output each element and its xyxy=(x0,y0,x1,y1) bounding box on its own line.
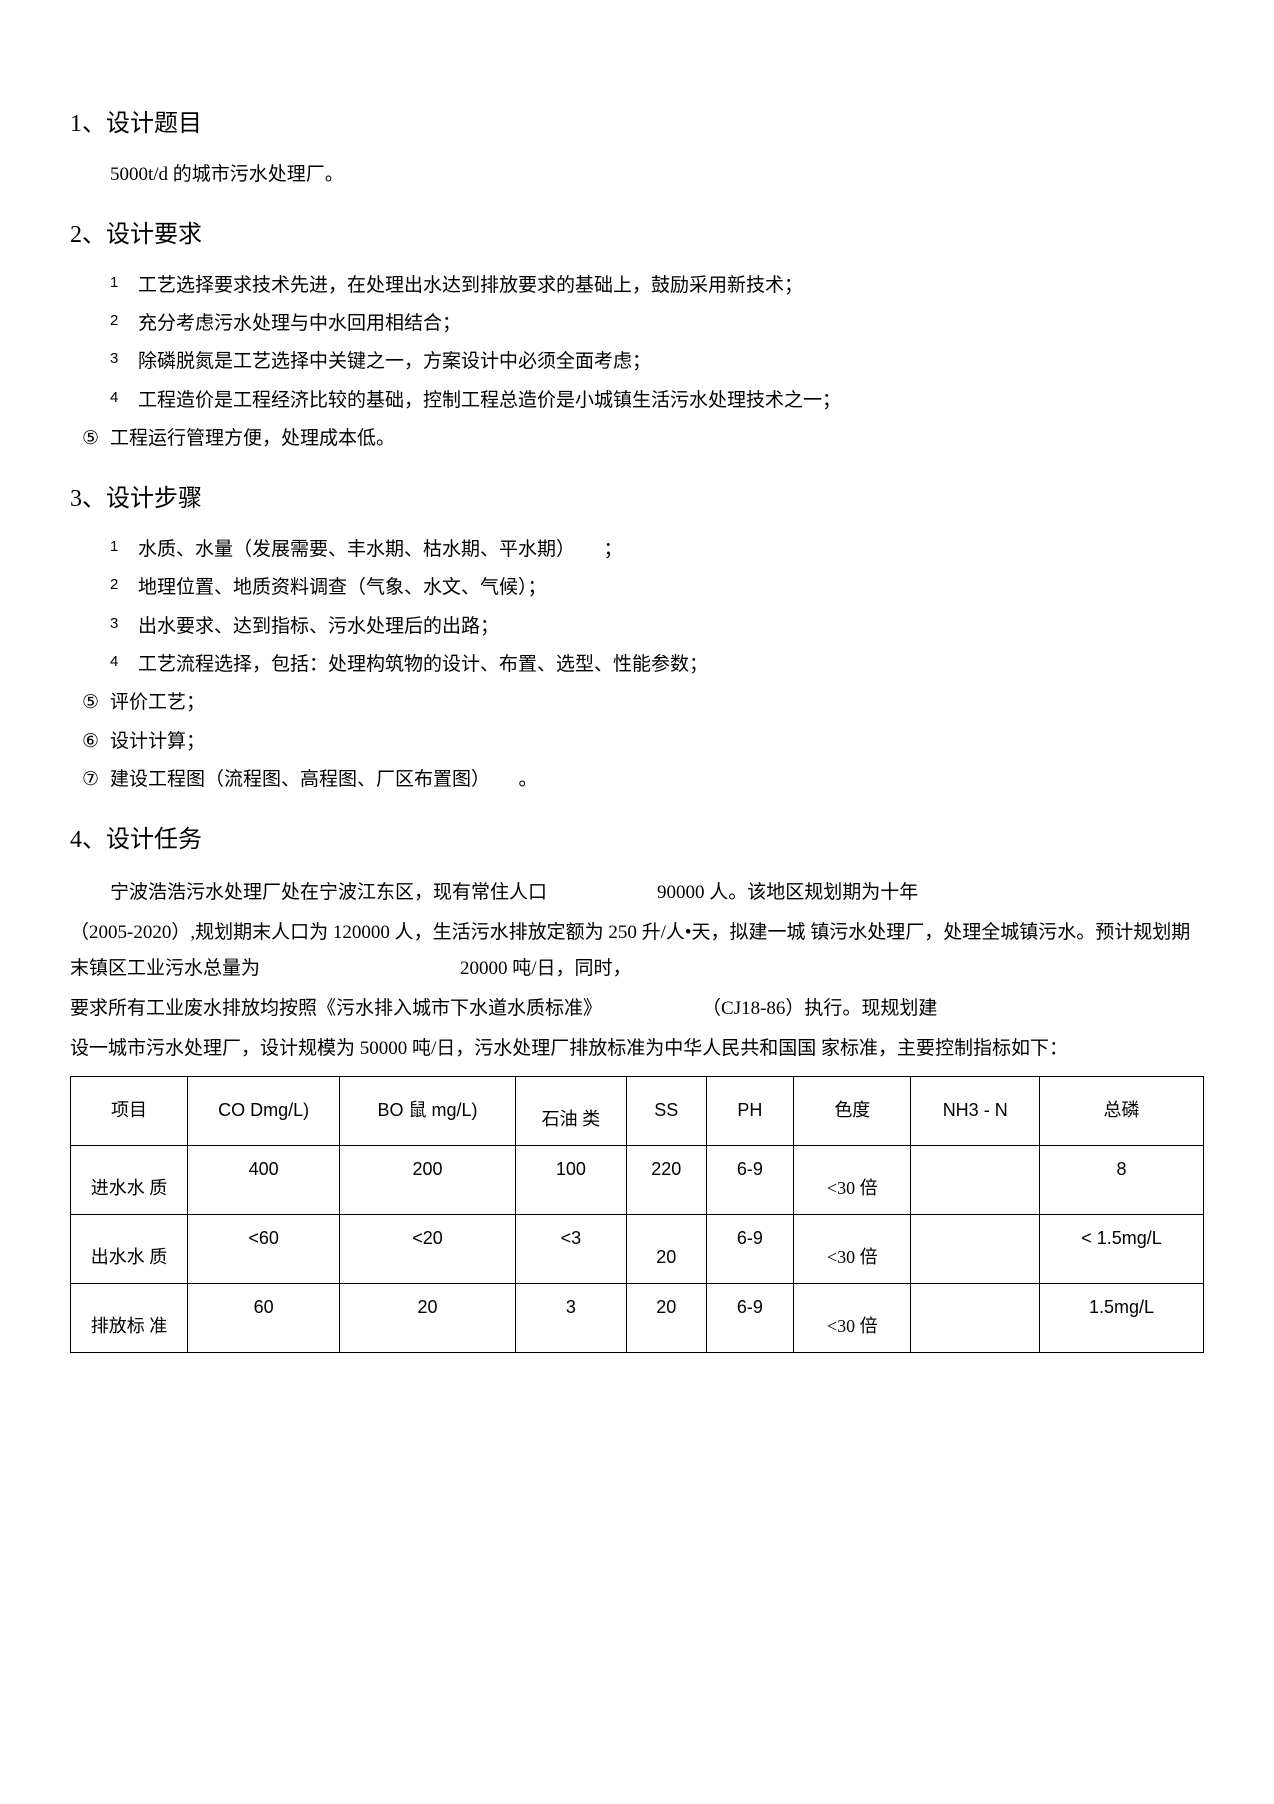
list-text: 地理位置、地质资料调查（气象、水文、气候）； xyxy=(138,577,547,598)
list-text: 工艺流程选择，包括：处理构筑物的设计、布置、选型、性能参数； xyxy=(138,654,708,675)
table-cell: 100 xyxy=(515,1145,626,1214)
list-text: 出水要求、达到指标、污水处理后的出路； xyxy=(138,616,499,637)
list-number: 2 xyxy=(110,308,138,334)
table-cell: <30 倍 xyxy=(794,1214,911,1283)
water-quality-table: 项目 CO Dmg/L) BO 鼠 mg/L) 石油 类 SS PH 色度 NH… xyxy=(70,1076,1204,1353)
row-label: 排放标 准 xyxy=(71,1283,188,1352)
table-cell xyxy=(911,1145,1040,1214)
table-cell: <60 xyxy=(188,1214,340,1283)
paragraph-text: 90000 人。该地区规划期为十年 xyxy=(657,882,918,903)
paragraph-text: 宁波浩浩污水处理厂处在宁波江东区，现有常住人口 xyxy=(110,882,547,903)
table-header-row: 项目 CO Dmg/L) BO 鼠 mg/L) 石油 类 SS PH 色度 NH… xyxy=(71,1076,1204,1145)
table-row: 出水水 质 <60 <20 <3 20 6-9 <30 倍 < 1.5mg/L xyxy=(71,1214,1204,1283)
section-1-heading: 1、设计题目 xyxy=(70,104,1204,145)
list-text: 工艺选择要求技术先进，在处理出水达到排放要求的基础上，鼓励采用新技术； xyxy=(138,275,803,296)
table-cell xyxy=(911,1214,1040,1283)
table-header-cell: 色度 xyxy=(794,1076,911,1145)
list-text: 工程运行管理方便，处理成本低。 xyxy=(110,428,395,449)
list-number: 3 xyxy=(110,346,138,372)
list-number: 4 xyxy=(110,649,138,675)
row-label: 进水水 质 xyxy=(71,1145,188,1214)
list-number: 3 xyxy=(110,611,138,637)
table-header-cell: PH xyxy=(706,1076,794,1145)
list-text: 评价工艺； xyxy=(110,692,205,713)
list-text: 水质、水量（发展需要、丰水期、枯水期、平水期） ； xyxy=(138,539,623,560)
table-cell: 20 xyxy=(340,1283,516,1352)
list-number: 4 xyxy=(110,385,138,411)
list-number: 1 xyxy=(110,534,138,560)
list-number: ⑥ xyxy=(82,726,110,758)
list-text: 除磷脱氮是工艺选择中关键之一，方案设计中必须全面考虑； xyxy=(138,351,651,372)
table-cell: < 1.5mg/L xyxy=(1040,1214,1204,1283)
table-cell: 6-9 xyxy=(706,1283,794,1352)
paragraph-text: 设一城市污水处理厂，设计规模为 50000 吨/日，污水处理厂排放标准为中华人民… xyxy=(70,1038,1068,1059)
section-2-list: 1工艺选择要求技术先进，在处理出水达到排放要求的基础上，鼓励采用新技术； 2充分… xyxy=(110,270,1204,455)
table-header-cell: 总磷 xyxy=(1040,1076,1204,1145)
list-text: 设计计算； xyxy=(110,731,205,752)
list-text: 工程造价是工程经济比较的基础，控制工程总造价是小城镇生活污水处理技术之一； xyxy=(138,390,841,411)
section-2-heading: 2、设计要求 xyxy=(70,215,1204,256)
table-cell xyxy=(911,1283,1040,1352)
table-cell: 6-9 xyxy=(706,1145,794,1214)
paragraph-text: （CJ18-86）执行。现规划建 xyxy=(702,998,937,1019)
section-4-paragraph: 宁波浩浩污水处理厂处在宁波江东区，现有常住人口 90000 人。该地区规划期为十年… xyxy=(70,875,1204,1067)
list-number: ⑤ xyxy=(82,687,110,719)
table-cell: 3 xyxy=(515,1283,626,1352)
table-cell: <20 xyxy=(340,1214,516,1283)
list-number: 2 xyxy=(110,572,138,598)
section-1-text: 5000t/d 的城市污水处理厂。 xyxy=(110,159,1204,191)
list-text: 充分考虑污水处理与中水回用相结合； xyxy=(138,313,461,334)
table-cell: 400 xyxy=(188,1145,340,1214)
section-4-heading: 4、设计任务 xyxy=(70,820,1204,861)
table-cell: 20 xyxy=(626,1283,706,1352)
table-cell: <30 倍 xyxy=(794,1145,911,1214)
table-cell: 8 xyxy=(1040,1145,1204,1214)
section-3-list: 1水质、水量（发展需要、丰水期、枯水期、平水期） ； 2地理位置、地质资料调查（… xyxy=(110,534,1204,796)
table-header-cell: CO Dmg/L) xyxy=(188,1076,340,1145)
row-label: 出水水 质 xyxy=(71,1214,188,1283)
table-cell: <30 倍 xyxy=(794,1283,911,1352)
section-3-heading: 3、设计步骤 xyxy=(70,479,1204,520)
list-number: ⑦ xyxy=(82,764,110,796)
list-number: 1 xyxy=(110,270,138,296)
paragraph-text: 要求所有工业废水排放均按照《污水排入城市下水道水质标准》 xyxy=(70,998,602,1019)
table-header-cell: NH3 - N xyxy=(911,1076,1040,1145)
table-header-cell: SS xyxy=(626,1076,706,1145)
table-cell: 200 xyxy=(340,1145,516,1214)
paragraph-text: 20000 吨/日，同时， xyxy=(460,958,632,979)
table-row: 排放标 准 60 20 3 20 6-9 <30 倍 1.5mg/L xyxy=(71,1283,1204,1352)
table-row: 进水水 质 400 200 100 220 6-9 <30 倍 8 xyxy=(71,1145,1204,1214)
table-cell: 60 xyxy=(188,1283,340,1352)
table-cell: <3 xyxy=(515,1214,626,1283)
table-cell: 220 xyxy=(626,1145,706,1214)
table-cell: 6-9 xyxy=(706,1214,794,1283)
table-cell: 20 xyxy=(626,1214,706,1283)
table-cell: 1.5mg/L xyxy=(1040,1283,1204,1352)
table-header-cell: 石油 类 xyxy=(515,1076,626,1145)
table-header-cell: 项目 xyxy=(71,1076,188,1145)
list-number: ⑤ xyxy=(82,423,110,455)
list-text: 建设工程图（流程图、高程图、厂区布置图） 。 xyxy=(110,769,538,790)
table-header-cell: BO 鼠 mg/L) xyxy=(340,1076,516,1145)
